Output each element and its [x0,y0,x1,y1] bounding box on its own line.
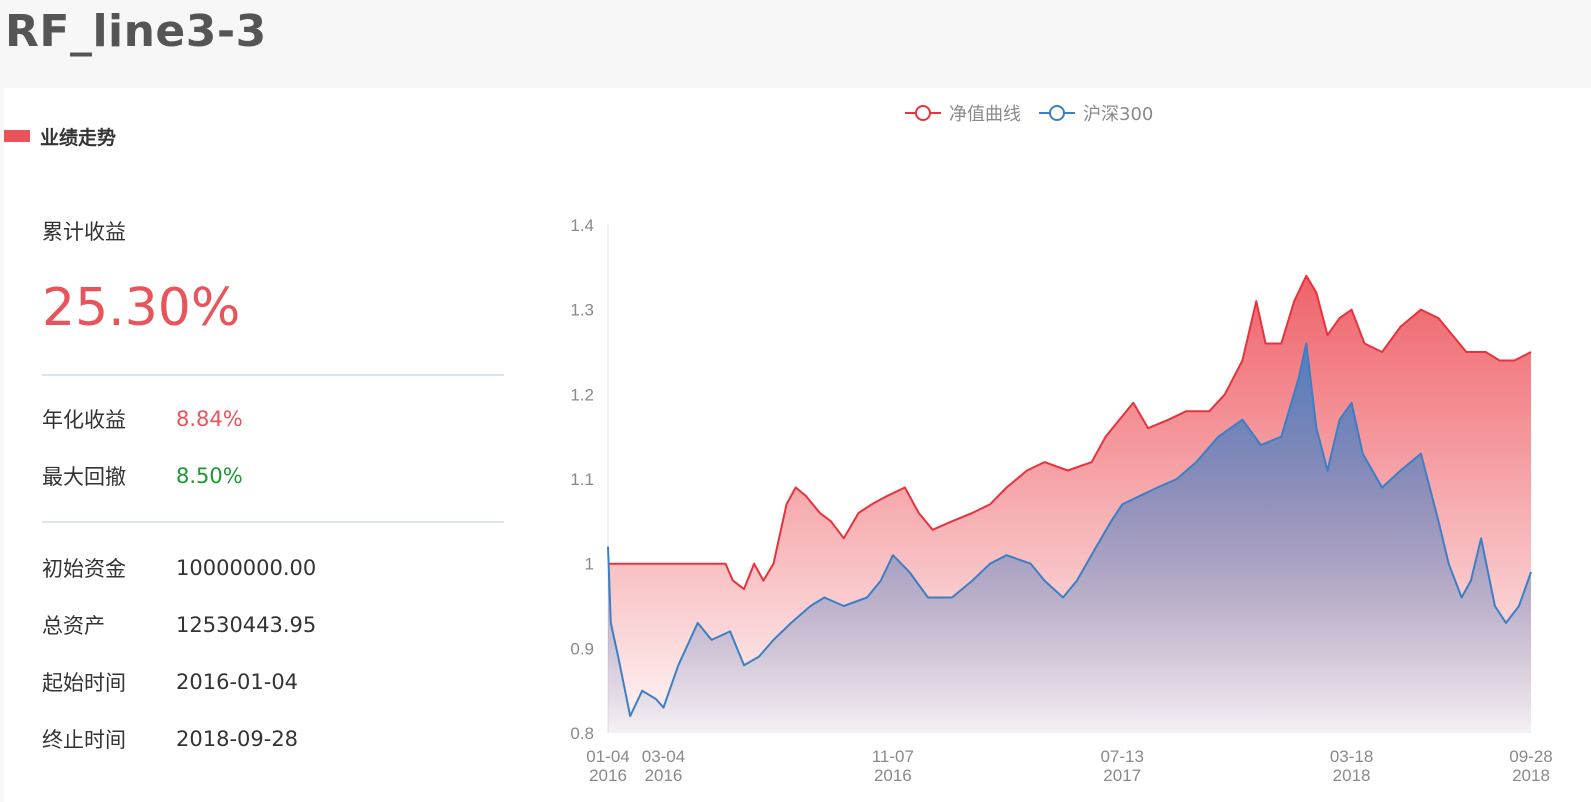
legend-marker-icon [1039,105,1075,121]
end-date-value: 2018-09-28 [176,727,299,751]
legend-label-hs300: 沪深300 [1083,104,1154,125]
max-drawdown-label: 最大回撤 [42,465,126,489]
annual-return-value: 8.84% [176,407,243,431]
cumulative-return-value: 25.30% [42,278,241,338]
page-title: RF_line3-3 [5,6,267,57]
total-assets-label: 总资产 [42,614,105,638]
divider [42,521,504,523]
annual-return-label: 年化收益 [42,408,126,432]
end-date-row: 终止时间 2018-09-28 [42,724,298,754]
start-date-value: 2016-01-04 [176,670,299,694]
start-date-label: 起始时间 [42,671,126,695]
legend-label-nav: 净值曲线 [949,104,1021,125]
chart-legend: 净值曲线 沪深300 [903,100,1169,126]
section-header: 业绩走势 [4,124,117,149]
legend-item-hs300[interactable]: 沪深300 [1037,100,1153,126]
max-drawdown-value: 8.50% [176,464,243,488]
initial-capital-value: 10000000.00 [176,556,317,580]
section-title: 业绩走势 [40,126,117,149]
start-date-row: 起始时间 2016-01-04 [42,667,298,697]
max-drawdown-row: 最大回撤 8.50% [42,461,243,491]
end-date-label: 终止时间 [42,728,126,752]
section-marker [4,130,30,142]
divider [42,374,504,376]
total-assets-row: 总资产 12530443.95 [42,610,316,640]
total-assets-value: 12530443.95 [176,613,317,637]
performance-panel: 业绩走势 累计收益 25.30% 年化收益 8.84% 最大回撤 8.50% 初… [4,88,1591,802]
initial-capital-row: 初始资金 10000000.00 [42,553,316,583]
legend-marker-icon [905,105,941,121]
cumulative-return-label: 累计收益 [42,220,126,244]
page-header: RF_line3-3 [0,0,1591,88]
legend-item-nav[interactable]: 净值曲线 [903,100,1021,126]
initial-capital-label: 初始资金 [42,557,126,581]
annual-return-row: 年化收益 8.84% [42,404,243,434]
